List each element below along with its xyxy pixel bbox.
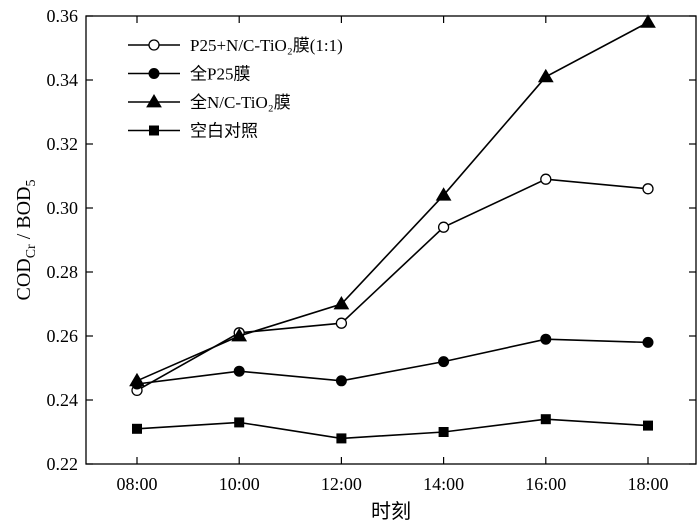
series-2: [131, 333, 654, 390]
series-3-line: [136, 21, 649, 382]
x-tick-label: 14:00: [423, 474, 464, 494]
series-layer: [129, 14, 656, 444]
y-axis: 0.22 0.24 0.26 0.28 0.30 0.32 0.34 0.36: [47, 6, 696, 474]
series-1-point: [437, 221, 450, 233]
plot-frame: [85, 15, 697, 465]
y-tick-label: 0.32: [47, 134, 79, 154]
y-tick-label: 0.28: [47, 262, 79, 282]
legend-item: 全N/C-TiO₂膜: [128, 93, 291, 112]
y-tick-label: 0.24: [47, 390, 79, 410]
legend-item: 空白对照: [128, 122, 258, 141]
series-2-point: [438, 356, 450, 368]
series-4-point: [132, 423, 142, 434]
x-tick-label: 16:00: [525, 474, 566, 494]
series-3-point: [640, 14, 656, 28]
x-axis-title: 时刻: [371, 500, 411, 523]
x-tick-label: 12:00: [321, 474, 362, 494]
series-1-point: [335, 317, 348, 329]
legend-label: 全P25膜: [190, 65, 250, 84]
legend-label: 空白对照: [190, 122, 258, 141]
x-tick-label: 08:00: [116, 474, 157, 494]
series-3-point: [435, 187, 452, 201]
series-4-point: [643, 420, 653, 431]
legend-label: P25+N/C-TiO₂膜(1:1): [190, 36, 343, 55]
x-tick-label: 10:00: [219, 474, 260, 494]
series-1: [131, 173, 654, 397]
series-2-point: [335, 375, 347, 387]
x-tick-label: 18:00: [627, 474, 668, 494]
series-1-point: [642, 183, 654, 195]
y-tick-label: 0.36: [47, 6, 79, 26]
x-axis: 08:00 10:00 12:00 14:00 16:00 18:00: [116, 16, 669, 494]
series-3: [129, 14, 656, 387]
series-4-point: [234, 417, 245, 428]
legend-marker: [149, 125, 159, 136]
legend-item: P25+N/C-TiO₂膜(1:1): [128, 36, 343, 55]
legend-marker: [146, 94, 162, 108]
series-4-point: [540, 414, 551, 425]
series-1-point: [540, 173, 552, 185]
legend-marker: [148, 39, 160, 51]
y-tick-label: 0.34: [47, 70, 79, 90]
y-tick-label: 0.30: [47, 198, 79, 218]
series-3-point: [129, 372, 145, 387]
series-2-point: [540, 333, 552, 345]
legend-marker: [148, 68, 160, 79]
series-4-point: [336, 433, 347, 444]
series-3-point: [333, 296, 350, 310]
series-4-point: [438, 427, 449, 437]
series-4: [132, 414, 653, 444]
series-4-line: [136, 418, 649, 440]
y-tick-label: 0.26: [47, 326, 79, 346]
series-3-point: [231, 328, 248, 342]
series-2-point: [642, 336, 654, 348]
series-1-line: [136, 178, 649, 392]
series-3-point: [537, 68, 554, 83]
legend-item: 全P25膜: [128, 65, 250, 84]
y-tick-label: 0.22: [47, 454, 79, 474]
series-2-point: [233, 365, 245, 377]
legend-label: 全N/C-TiO₂膜: [190, 93, 291, 112]
y-axis-title: CODCr / BOD5: [13, 179, 39, 300]
series-2-line: [136, 338, 649, 385]
